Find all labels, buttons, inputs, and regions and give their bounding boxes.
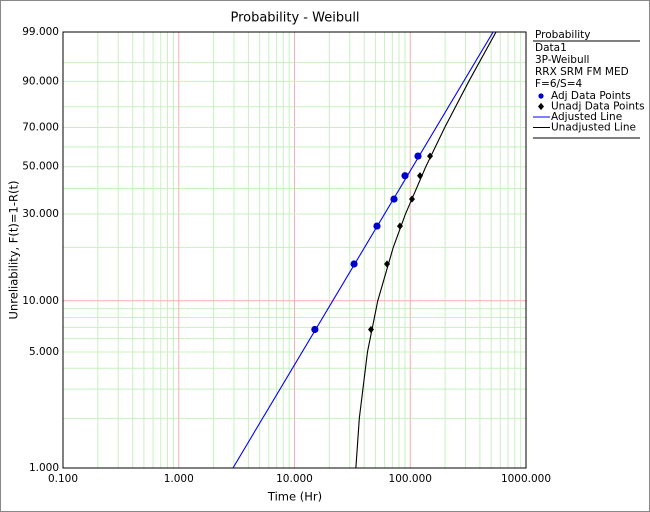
fit-line <box>232 32 494 468</box>
chart-title: Probability - Weibull <box>230 11 359 26</box>
legend-marker <box>538 93 544 99</box>
data-point <box>396 222 403 230</box>
legend-label: Unadj Data Points <box>551 101 645 113</box>
legend-info: F=6/S=4 <box>535 78 583 90</box>
x-tick-label: 0.100 <box>48 473 78 485</box>
y-tick-label: 50.000 <box>22 161 59 173</box>
legend-label: Adjusted Line <box>551 111 622 123</box>
legend-info: Data1 <box>535 42 567 54</box>
data-point <box>384 260 391 268</box>
y-tick-label: 30.000 <box>22 208 59 220</box>
data-point <box>416 172 423 180</box>
plot-border <box>62 31 527 469</box>
data-point <box>427 152 434 160</box>
y-tick-label: 70.000 <box>22 121 59 133</box>
legend-label: Unadjusted Line <box>551 122 636 134</box>
legend-marker <box>538 102 544 111</box>
y-axis-label: Unreliability, F(t)=1-R(t) <box>7 181 21 320</box>
y-tick-label: 5.000 <box>29 346 59 358</box>
legend-info: RRX SRM FM MED <box>535 66 629 78</box>
data-point <box>401 172 409 180</box>
x-tick-label: 1000.000 <box>501 473 551 485</box>
legend-title: Probability <box>535 29 591 41</box>
data-point <box>414 152 422 160</box>
data-point <box>367 325 374 334</box>
fit-line <box>355 32 497 468</box>
x-tick-label: 10.000 <box>276 473 313 485</box>
data-point <box>350 260 358 268</box>
y-tick-label: 99.000 <box>22 26 59 38</box>
x-tick-label: 1.000 <box>164 473 194 485</box>
y-tick-label: 1.000 <box>29 462 59 474</box>
x-axis-label: Time (Hr) <box>267 490 322 504</box>
legend-label: Adj Data Points <box>551 90 631 102</box>
data-point <box>408 195 415 203</box>
y-tick-label: 10.000 <box>22 295 59 307</box>
x-tick-label: 100.000 <box>389 473 432 485</box>
y-tick-label: 90.000 <box>22 75 59 87</box>
data-point <box>311 325 319 334</box>
data-point <box>390 195 398 203</box>
legend-info: 3P-Weibull <box>535 54 589 66</box>
data-point <box>373 222 381 230</box>
